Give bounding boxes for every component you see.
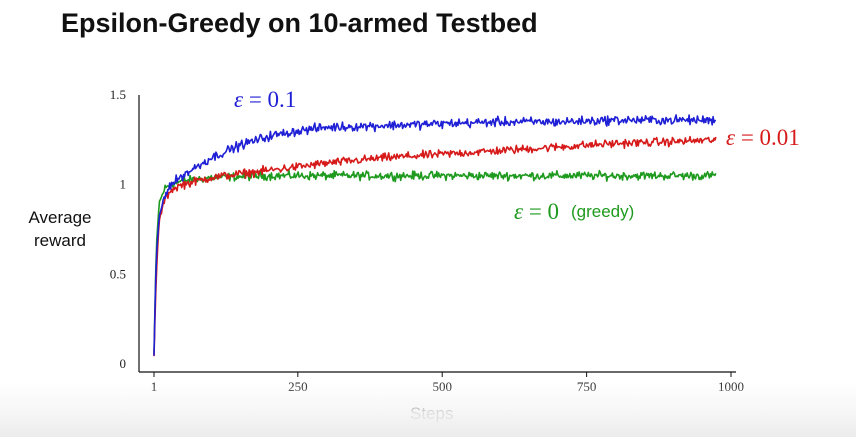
- y-tick-label: 1: [120, 177, 127, 192]
- y-ticks: 0 0.5 1 1.5: [110, 87, 126, 371]
- x-axis-label: Steps: [410, 404, 454, 423]
- series-line: [153, 135, 717, 357]
- x-tick-label: 500: [432, 379, 452, 394]
- x-tick-label: 250: [288, 379, 308, 394]
- series-lines: [153, 114, 717, 357]
- y-tick-label: 1.5: [110, 87, 126, 102]
- series-label-eps-0.01: ε = 0.01: [726, 125, 800, 150]
- x-ticks: 1 250 500 750 1000: [151, 372, 744, 394]
- y-axis-label-line-1: Average: [28, 208, 92, 227]
- y-tick-label: 0.5: [110, 266, 126, 281]
- y-axis-label-line-2: reward: [34, 231, 86, 250]
- x-tick-label: 1000: [718, 379, 744, 394]
- page-title: Epsilon-Greedy on 10-armed Testbed: [61, 8, 538, 38]
- y-tick-label: 0: [120, 356, 127, 371]
- x-tick-label: 750: [577, 379, 597, 394]
- series-label-eps-0.1: ε = 0.1: [234, 87, 296, 112]
- series-note-greedy: (greedy): [571, 202, 634, 221]
- series-line: [153, 114, 717, 356]
- series-label-eps-0: ε = 0: [514, 199, 559, 224]
- y-axis-label: Average reward: [14, 206, 106, 252]
- x-tick-label: 1: [151, 379, 158, 394]
- chart-axes: [138, 95, 736, 373]
- series-line: [153, 169, 717, 355]
